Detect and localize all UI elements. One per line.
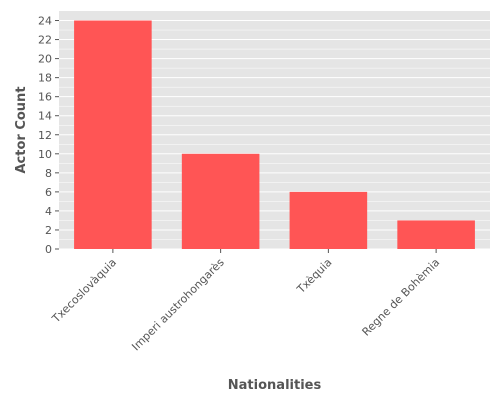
y-tick-label: 12 xyxy=(38,129,52,142)
x-tick-label: Txecoslovàquia xyxy=(49,256,119,326)
y-tick-label: 18 xyxy=(38,72,52,85)
bars xyxy=(74,20,475,249)
y-tick-label: 16 xyxy=(38,91,52,104)
x-axis-ticks: Txecoslovàquia Imperi austrohongarès Txèqu… xyxy=(49,249,442,353)
bar xyxy=(181,153,260,249)
bar xyxy=(397,220,475,249)
y-tick-label: 20 xyxy=(38,53,52,66)
y-tick-label: 10 xyxy=(38,148,52,161)
y-tick-label: 4 xyxy=(45,205,52,218)
y-tick-label: 24 xyxy=(38,15,52,28)
x-tick-label: Imperi austrohongarès xyxy=(129,256,227,354)
y-tick-label: 6 xyxy=(45,186,52,199)
y-tick-label: 14 xyxy=(38,110,52,123)
y-axis-title: Actor Count xyxy=(14,86,29,173)
bar xyxy=(289,191,368,249)
x-tick-label: Txèquia xyxy=(294,256,335,297)
y-tick-label: 22 xyxy=(38,34,52,47)
x-tick-label: Regne de Bohèmia xyxy=(360,256,443,339)
y-tick-label: 0 xyxy=(45,243,52,256)
x-axis-title: Nationalities xyxy=(228,378,322,393)
bar xyxy=(74,20,152,249)
y-tick-label: 8 xyxy=(45,167,52,180)
y-tick-label: 2 xyxy=(45,224,52,237)
